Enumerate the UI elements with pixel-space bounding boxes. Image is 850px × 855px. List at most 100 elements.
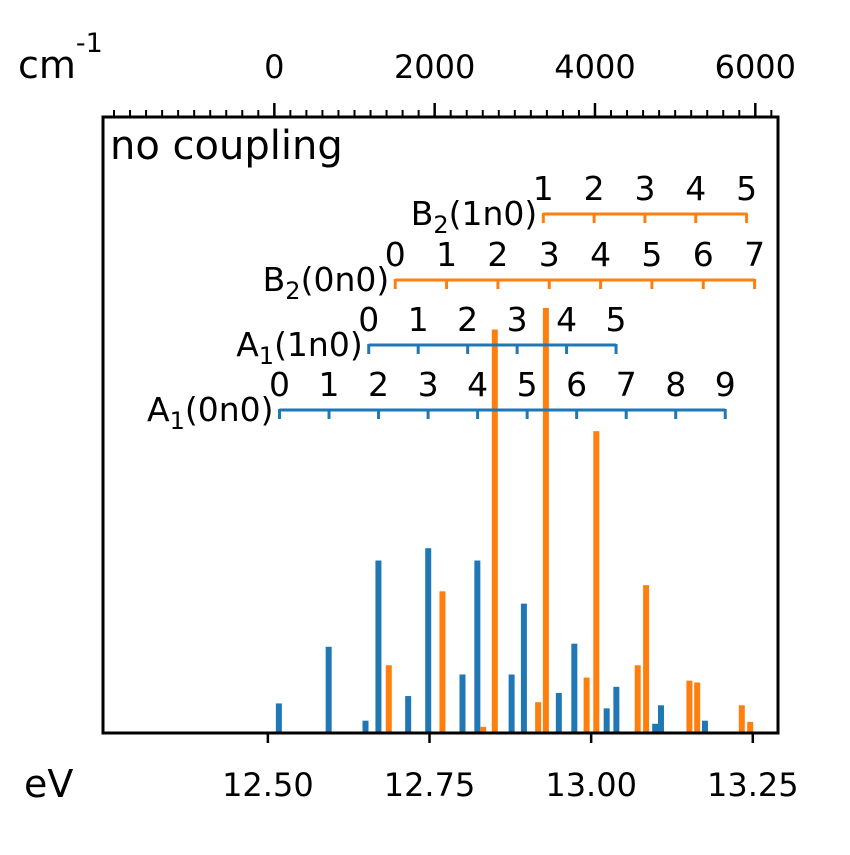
progression-number: 2 [584,169,605,208]
progression-label-main: B [263,260,286,299]
bar-b2 [542,307,549,733]
top-tick-label: 4000 [554,48,635,86]
bars-layer [275,307,754,733]
progression-number: 8 [665,365,686,404]
progression: 0 1 2 3 4 5A1(1n0) [236,300,626,370]
top-unit-exponent: -1 [76,28,103,59]
bar-b2 [747,721,754,733]
bar-a1 [375,560,382,733]
progression-number: 3 [539,235,560,274]
bar-b2 [686,680,693,733]
progression-label-rest: (1n0) [274,325,363,364]
bar-b2 [439,591,446,733]
bar-a1 [425,548,432,733]
progression-number: 3 [418,365,439,404]
progression-number: 6 [566,365,587,404]
bar-a1 [325,646,332,733]
progression-number: 6 [693,235,714,274]
bottom-tick-label: 13.25 [707,766,799,804]
top-unit-label: cm-1 [18,28,103,87]
bar-a1 [508,674,515,733]
bottom-axis: 12.50 12.75 13.00 13.25 [222,733,799,804]
bar-b2 [535,702,542,733]
progression-number: 5 [641,235,662,274]
panel-annotation: no coupling [110,123,343,169]
bar-a1 [405,696,412,733]
bar-a1 [613,686,620,733]
bar-b2 [634,665,641,733]
bar-a1 [571,643,578,733]
progression-number: 2 [457,300,478,339]
bar-a1 [474,560,481,733]
progression-number: 0 [385,235,406,274]
plot-frame [101,115,780,735]
progression-label-main: A [236,325,259,364]
progression-number: 5 [736,169,757,208]
progression-label: B2(1n0) [411,194,538,239]
progression-number: 4 [556,300,577,339]
bar-b2 [593,431,600,733]
progression-number: 4 [467,365,488,404]
bar-a1 [459,674,466,733]
progression-label-rest: (0n0) [301,260,390,299]
progression-number: 0 [269,365,290,404]
bottom-tick-label: 12.50 [222,766,314,804]
bar-b2 [738,705,745,733]
top-tick-label: 0 [264,48,284,86]
progression-label-sub: 2 [285,277,300,305]
progression-label-sub: 1 [259,342,274,370]
progression-label: A1(1n0) [236,325,363,370]
progression-number: 1 [533,169,554,208]
progression-number: 7 [744,235,765,274]
bar-a1 [362,720,369,733]
progression-label-main: A [147,390,170,429]
bar-a1 [603,708,610,733]
bar-b2 [643,585,650,733]
progression-number: 4 [685,169,706,208]
progression-label-main: B [411,194,434,233]
progression-number: 0 [358,300,379,339]
top-axis: 0 2000 4000 6000 [113,48,796,117]
bar-a1 [520,603,527,733]
bar-a1 [652,723,659,733]
progression-number: 2 [368,365,389,404]
bar-b2 [480,726,487,733]
bar-b2 [491,329,498,733]
progression-label-sub: 2 [433,211,448,239]
progression-number: 3 [507,300,528,339]
top-tick-label: 6000 [715,48,796,86]
progression-label-rest: (0n0) [185,390,274,429]
bar-b2 [583,677,590,733]
top-tick-label: 2000 [394,48,475,86]
progression-label-rest: (1n0) [449,194,538,233]
bar-a1 [555,692,562,733]
bar-a1 [275,703,282,733]
bottom-unit-label: eV [24,762,73,806]
top-unit-base: cm [18,43,76,87]
bottom-tick-label: 12.75 [384,766,476,804]
progression-number: 7 [616,365,637,404]
progression-number: 5 [517,365,538,404]
progression-label-sub: 1 [170,407,185,435]
progression-number: 4 [590,235,611,274]
progression-label: B2(0n0) [263,260,390,305]
bottom-tick-label: 13.00 [545,766,637,804]
progression: 1 2 3 4 5B2(1n0) [411,169,757,239]
progression-number: 5 [606,300,627,339]
progression-number: 1 [408,300,429,339]
progression-number: 1 [436,235,457,274]
bar-b2 [694,682,701,733]
bar-a1 [657,705,664,733]
progression: 0 1 2 3 4 5 6 7B2(0n0) [263,235,765,305]
progression-number: 1 [319,365,340,404]
progression-label: A1(0n0) [147,390,274,435]
bar-b2 [385,665,392,733]
bar-a1 [701,720,708,733]
progression-number: 2 [487,235,508,274]
progressions-layer: 0 1 2 3 4 5 6 7 8 9A1(0n0)0 1 2 3 4 5A1(1n0)0 1 2 3 4 5 6 7B2… [147,169,765,435]
progression-number: 3 [634,169,655,208]
progression-number: 9 [715,365,736,404]
progression: 0 1 2 3 4 5 6 7 8 9A1(0n0) [147,365,736,435]
